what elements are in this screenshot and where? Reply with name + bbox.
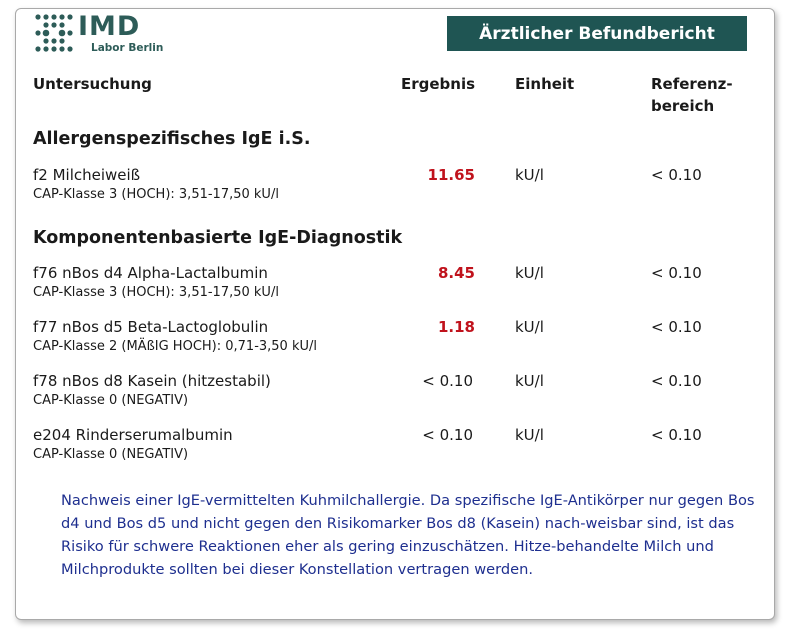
report-title: Ärztlicher Befundbericht — [447, 16, 747, 51]
row-unit: kU/l — [515, 318, 544, 336]
column-header-unit: Einheit — [515, 75, 575, 93]
row-name: e204 Rinderserumalbumin — [33, 426, 233, 444]
row-detail: CAP-Klasse 3 (HOCH): 3,51-17,50 kU/l — [33, 285, 279, 300]
section-title-component-based: Komponentenbasierte IgE-Diagnostik — [33, 228, 403, 248]
row-reference: < 0.10 — [651, 166, 702, 184]
row-unit: kU/l — [515, 372, 544, 390]
row-unit: kU/l — [515, 426, 544, 444]
logo-subtitle: Labor Berlin — [91, 42, 164, 54]
column-header-reference-text: Referenz- bereich — [651, 75, 733, 115]
interpretation-note: Nachweis einer IgE-vermittelten Kuhmilch… — [61, 492, 755, 578]
section-title-allergen-specific: Allergenspezifisches IgE i.S. — [33, 129, 311, 149]
row-name: f76 nBos d4 Alpha-Lactalbumin — [33, 264, 268, 282]
row-result: 11.65 — [427, 166, 475, 184]
row-result: < 0.10 — [422, 426, 473, 444]
row-reference: < 0.10 — [651, 264, 702, 282]
row-reference: < 0.10 — [651, 426, 702, 444]
row-reference: < 0.10 — [651, 372, 702, 390]
row-result: 8.45 — [437, 264, 475, 282]
row-unit: kU/l — [515, 264, 544, 282]
column-header-reference: Referenz- bereich — [651, 73, 771, 117]
row-unit: kU/l — [515, 166, 544, 184]
row-detail: CAP-Klasse 3 (HOCH): 3,51-17,50 kU/l — [33, 187, 279, 202]
logo-dots-icon — [35, 14, 73, 52]
row-result: 1.18 — [437, 318, 475, 336]
row-result: < 0.10 — [422, 372, 473, 390]
row-reference: < 0.10 — [651, 318, 702, 336]
row-detail: CAP-Klasse 0 (NEGATIV) — [33, 393, 189, 408]
row-name: f2 Milcheiweiß — [33, 166, 141, 184]
row-name: f78 nBos d8 Kasein (hitzestabil) — [33, 372, 271, 390]
row-detail: CAP-Klasse 0 (NEGATIV) — [33, 447, 189, 462]
row-name: f77 nBos d5 Beta-Lactoglobulin — [33, 318, 269, 336]
logo-text: IMD — [78, 11, 141, 42]
column-header-test: Untersuchung — [33, 75, 152, 93]
column-header-result: Ergebnis — [401, 75, 476, 93]
row-detail: CAP-Klasse 2 (MÄßIG HOCH): 0,71-3,50 kU/… — [33, 339, 318, 354]
report-card — [15, 8, 775, 620]
